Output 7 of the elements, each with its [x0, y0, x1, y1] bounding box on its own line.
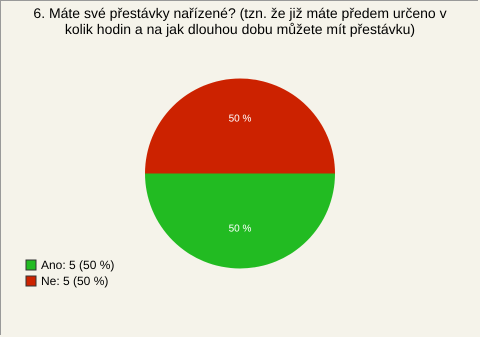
data-label: 50 %: [228, 224, 252, 234]
data-label: 50 %: [228, 114, 252, 124]
legend-label: Ano: 5 (50 %): [41, 258, 114, 272]
pie-slice: [145, 174, 335, 268]
pie-slice: [145, 78, 335, 174]
chart-title: 6. Máte své přestávky nařízené? (tzn. že již máte předem určeno v kolik hodin a na jak dlouhou dobu můžete mít přestávku): [33, 5, 447, 37]
legend-label: Ne: 5 (50 %): [41, 274, 108, 288]
